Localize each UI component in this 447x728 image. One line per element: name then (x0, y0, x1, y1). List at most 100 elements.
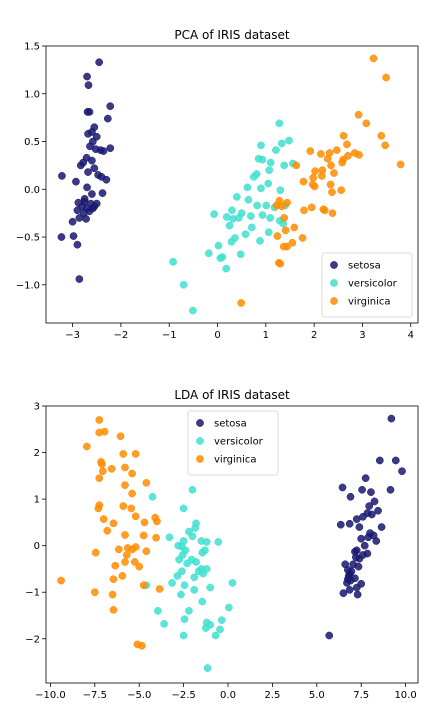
lda-point-virginica (82, 442, 91, 451)
pca-point-virginica (355, 151, 363, 159)
lda-point-virginica (121, 463, 129, 472)
lda-point-virginica (91, 548, 100, 557)
pca-point-virginica (317, 150, 325, 158)
pca-x-tick-label: 4 (408, 330, 414, 341)
pca-point-versicolor (256, 237, 264, 245)
lda-point-setosa (398, 467, 406, 476)
lda-y-tick-label: 3 (34, 402, 40, 413)
lda-point-virginica (139, 581, 148, 590)
pca-point-setosa (73, 240, 82, 249)
lda-point-virginica (140, 518, 149, 527)
lda-point-virginica (94, 504, 103, 513)
pca-point-versicolor (189, 306, 197, 315)
lda-point-versicolor (201, 624, 210, 632)
pca-point-virginica (309, 173, 318, 182)
lda-point-setosa (361, 474, 370, 483)
pca-point-virginica (318, 172, 326, 180)
pca-point-setosa (73, 206, 82, 215)
lda-point-versicolor (203, 664, 212, 672)
lda-point-versicolor (192, 558, 200, 566)
lda-point-virginica (121, 558, 129, 566)
lda-point-virginica (128, 469, 136, 478)
pca-point-setosa (95, 58, 103, 67)
pca-point-virginica (332, 146, 341, 154)
pca-point-setosa (98, 189, 107, 197)
lda-point-setosa (375, 456, 384, 465)
lda-point-setosa (343, 579, 351, 587)
pca-point-setosa (83, 183, 91, 192)
lda-point-versicolor (185, 606, 193, 615)
pca-point-virginica (298, 234, 307, 242)
lda-point-virginica (100, 427, 109, 436)
lda-point-virginica (152, 533, 160, 542)
lda-y-tick-label: −1 (25, 588, 40, 599)
pca-point-setosa (83, 72, 91, 81)
pca-legend-marker-setosa (330, 261, 338, 269)
lda-x-tick-label: 7.5 (353, 690, 369, 701)
pca-legend: setosa versicolor virginica (321, 252, 413, 318)
pca-point-setosa (90, 164, 99, 173)
pca-point-versicolor (232, 193, 241, 201)
lda-point-virginica (122, 551, 131, 559)
lda-point-setosa (367, 488, 375, 496)
lda-point-virginica (116, 432, 125, 441)
pca-point-virginica (327, 161, 335, 170)
lda-x-tick-label: −5.0 (127, 690, 151, 701)
pca-point-virginica (279, 242, 288, 251)
pca-point-setosa (82, 215, 90, 223)
lda-point-setosa (355, 523, 364, 531)
pca-point-versicolor (272, 146, 280, 154)
lda-x-tick-label: −2.5 (171, 690, 195, 701)
pca-point-versicolor (258, 155, 267, 164)
pca-point-versicolor (258, 211, 267, 219)
pca-point-virginica (288, 238, 297, 247)
pca-point-setosa (58, 172, 66, 180)
lda-point-versicolor (199, 569, 207, 578)
pca-point-versicolor (227, 237, 236, 246)
lda-point-versicolor (180, 615, 189, 624)
pca-y-tick-label: 1.0 (24, 89, 40, 100)
pca-point-virginica (369, 54, 378, 63)
lda-point-versicolor (217, 616, 226, 625)
lda-point-virginica (98, 467, 107, 476)
lda-point-versicolor (216, 625, 224, 634)
pca-legend-marker-versicolor (330, 279, 338, 287)
pca-y-tick-label: −1.0 (16, 280, 40, 291)
lda-point-versicolor (179, 631, 188, 640)
pca-point-virginica (381, 141, 389, 150)
pca-point-setosa (88, 156, 96, 165)
lda-point-setosa (336, 520, 345, 529)
pca-point-setosa (69, 232, 78, 240)
pca-x-tick-label: 1 (263, 330, 269, 341)
pca-point-virginica (396, 160, 405, 169)
pca-point-versicolor (264, 228, 273, 237)
lda-point-versicolor (177, 567, 186, 576)
lda-x-tick-label: −10.0 (35, 690, 66, 701)
pca-legend-marker-virginica (330, 297, 338, 305)
lda-point-versicolor (180, 581, 189, 590)
pca-point-virginica (343, 140, 351, 149)
lda-legend-marker-versicolor (196, 437, 204, 445)
lda-point-virginica (128, 545, 136, 554)
pca-point-virginica (382, 73, 390, 82)
pca-x-tick-label: −2 (114, 330, 129, 341)
pca-point-setosa (84, 81, 93, 90)
pca-point-versicolor (243, 183, 252, 192)
pca-point-virginica (310, 182, 319, 191)
lda-legend-label-setosa: setosa (214, 419, 247, 430)
pca-point-versicolor (285, 136, 293, 145)
lda-point-setosa (391, 456, 400, 465)
pca-x-tick-label: −3 (65, 330, 80, 341)
pca-point-versicolor (169, 258, 177, 266)
lda-chart-title: LDA of IRIS dataset (174, 388, 290, 402)
pca-point-versicolor (234, 214, 243, 222)
lda-point-setosa (355, 554, 364, 563)
lda-point-versicolor (198, 548, 207, 557)
pca-point-versicolor (262, 201, 271, 210)
pca-y-tick-label: −0.5 (16, 233, 40, 244)
pca-point-setosa (84, 130, 92, 138)
pca-legend-label-versicolor: versicolor (348, 279, 398, 290)
pca-point-versicolor (249, 173, 258, 181)
lda-legend-label-virginica: virginica (214, 455, 257, 466)
lda-point-setosa (374, 506, 382, 515)
